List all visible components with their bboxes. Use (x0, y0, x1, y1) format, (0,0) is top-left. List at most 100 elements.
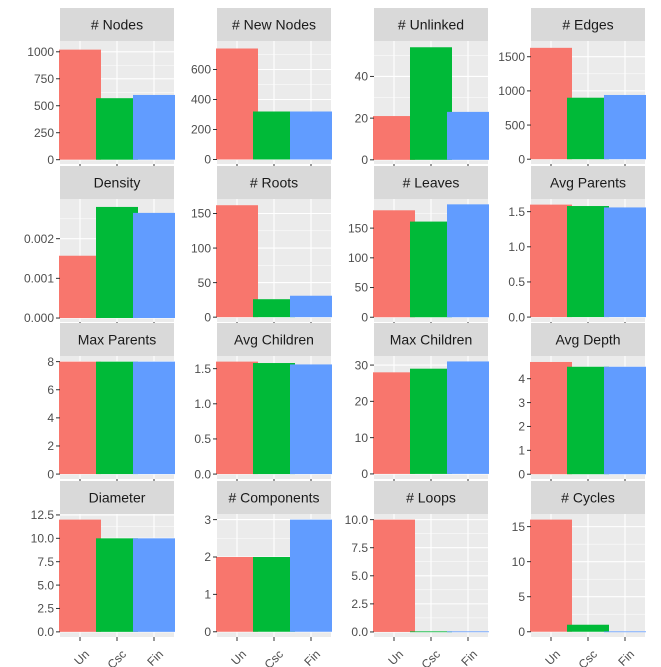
bar-csc (410, 631, 452, 633)
y-tick-label: 4 (47, 411, 54, 425)
bar-csc (96, 361, 138, 475)
x-tick-label-csc: Csc (105, 647, 130, 667)
facet-num-unlinked: # Unlinked 0 20 40 (355, 8, 489, 168)
y-tick-label: 10.0 (345, 513, 369, 527)
bar-fin (133, 538, 175, 632)
y-tick-label: 10.0 (31, 532, 55, 546)
y-tick-label: 0.000 (24, 311, 54, 325)
y-tick-label: 0.5 (508, 275, 525, 289)
x-tick-label-un: Un (71, 647, 92, 667)
y-tick-label: 5.0 (37, 578, 54, 592)
facet-avg-children: Avg Children 0.0 0.5 1.0 1.5 (194, 323, 332, 483)
facet-title: # Nodes (91, 17, 143, 33)
bar-un (59, 519, 101, 632)
facet-title: # Roots (250, 175, 298, 191)
facet-num-cycles: # Cycles 0 5 10 15 Un Csc Fin (512, 481, 646, 667)
x-tick-label-csc: Csc (576, 647, 601, 667)
y-tick-label: 0.001 (24, 272, 54, 286)
bar-un (59, 255, 101, 319)
y-tick-label: 30 (355, 358, 369, 372)
y-tick-label: 7.5 (351, 541, 368, 555)
facet-strip (374, 323, 488, 356)
bar-csc (253, 556, 295, 632)
bar-fin (133, 212, 175, 319)
facet-strip (531, 166, 645, 199)
bar-un (216, 48, 258, 160)
y-tick-label: 0 (47, 153, 54, 167)
y-tick-label: 50 (355, 281, 369, 295)
x-tick-label-csc: Csc (419, 647, 444, 667)
bar-fin (447, 111, 489, 160)
y-tick-label: 1000 (27, 45, 54, 59)
y-tick-label: 20 (355, 111, 369, 125)
y-tick-label: 0.0 (194, 467, 211, 481)
bar-un (530, 204, 572, 318)
bar-fin (290, 111, 332, 160)
y-tick-label: 1 (518, 444, 525, 458)
y-tick-label: 2.5 (37, 602, 54, 616)
bar-fin (447, 204, 489, 318)
facet-strip (217, 8, 331, 41)
bar-un (373, 210, 415, 318)
x-tick-label-un: Un (542, 647, 563, 667)
bar-un (59, 361, 101, 475)
bar-un (373, 519, 415, 632)
bar-csc (96, 538, 138, 632)
y-tick-label: 4 (518, 372, 525, 386)
y-tick-label: 5.0 (351, 569, 368, 583)
bar-un (373, 116, 415, 160)
bar-un (373, 372, 415, 474)
facet-title: Max Children (390, 332, 472, 348)
y-tick-label: 250 (34, 126, 54, 140)
bar-csc (410, 368, 452, 474)
facet-max-parents: Max Parents 0 2 4 6 8 (47, 323, 175, 483)
bar-un (216, 556, 258, 632)
bar-csc (567, 624, 609, 632)
y-tick-label: 0.0 (37, 625, 54, 639)
facet-strip (217, 166, 331, 199)
facet-num-new-nodes: # New Nodes 0 200 400 600 (191, 8, 332, 168)
facet-title: # Leaves (403, 175, 460, 191)
bar-un (530, 519, 572, 632)
facet-title: Avg Children (234, 332, 314, 348)
y-tick-label: 0 (518, 467, 525, 481)
y-tick-label: 0 (204, 153, 211, 167)
y-tick-label: 2 (518, 420, 525, 434)
facet-strip (60, 166, 174, 199)
facet-title: # Cycles (561, 490, 615, 506)
y-tick-label: 2 (204, 550, 211, 564)
bar-un (530, 361, 572, 475)
x-tick-label-csc: Csc (262, 647, 287, 667)
facet-diameter: Diameter 0.0 2.5 5.0 7.5 10.0 12.5 Un Csc Fin (31, 481, 175, 667)
facet-avg-depth: Avg Depth 0 1 2 3 4 (518, 323, 646, 483)
bar-fin (447, 361, 489, 474)
bar-csc (96, 206, 138, 319)
bar-csc (253, 111, 295, 160)
x-tick-label-fin: Fin (301, 647, 323, 667)
y-tick-label: 100 (191, 241, 211, 255)
y-tick-label: 20 (355, 395, 369, 409)
bar-csc (253, 299, 295, 318)
facet-strip (374, 481, 488, 514)
facet-title: # Unlinked (398, 17, 464, 33)
facet-num-leaves: # Leaves 0 50 100 150 (348, 166, 489, 326)
facet-num-edges: # Edges 0 500 1000 1500 (498, 8, 646, 168)
facet-strip (531, 323, 645, 356)
y-tick-label: 500 (505, 118, 525, 132)
y-tick-label: 0 (204, 310, 211, 324)
y-tick-label: 600 (191, 63, 211, 77)
y-tick-label: 150 (348, 221, 368, 235)
y-tick-label: 200 (191, 123, 211, 137)
y-tick-label: 12.5 (31, 508, 55, 522)
y-tick-label: 3 (518, 396, 525, 410)
bar-un (59, 49, 101, 160)
bar-csc (410, 47, 452, 160)
facet-title: # Components (228, 490, 319, 506)
bar-csc (567, 366, 609, 475)
y-tick-label: 0 (361, 153, 368, 167)
y-tick-label: 400 (191, 93, 211, 107)
facet-title: Avg Parents (550, 175, 626, 191)
bar-fin (290, 519, 332, 632)
bar-fin (290, 295, 332, 318)
